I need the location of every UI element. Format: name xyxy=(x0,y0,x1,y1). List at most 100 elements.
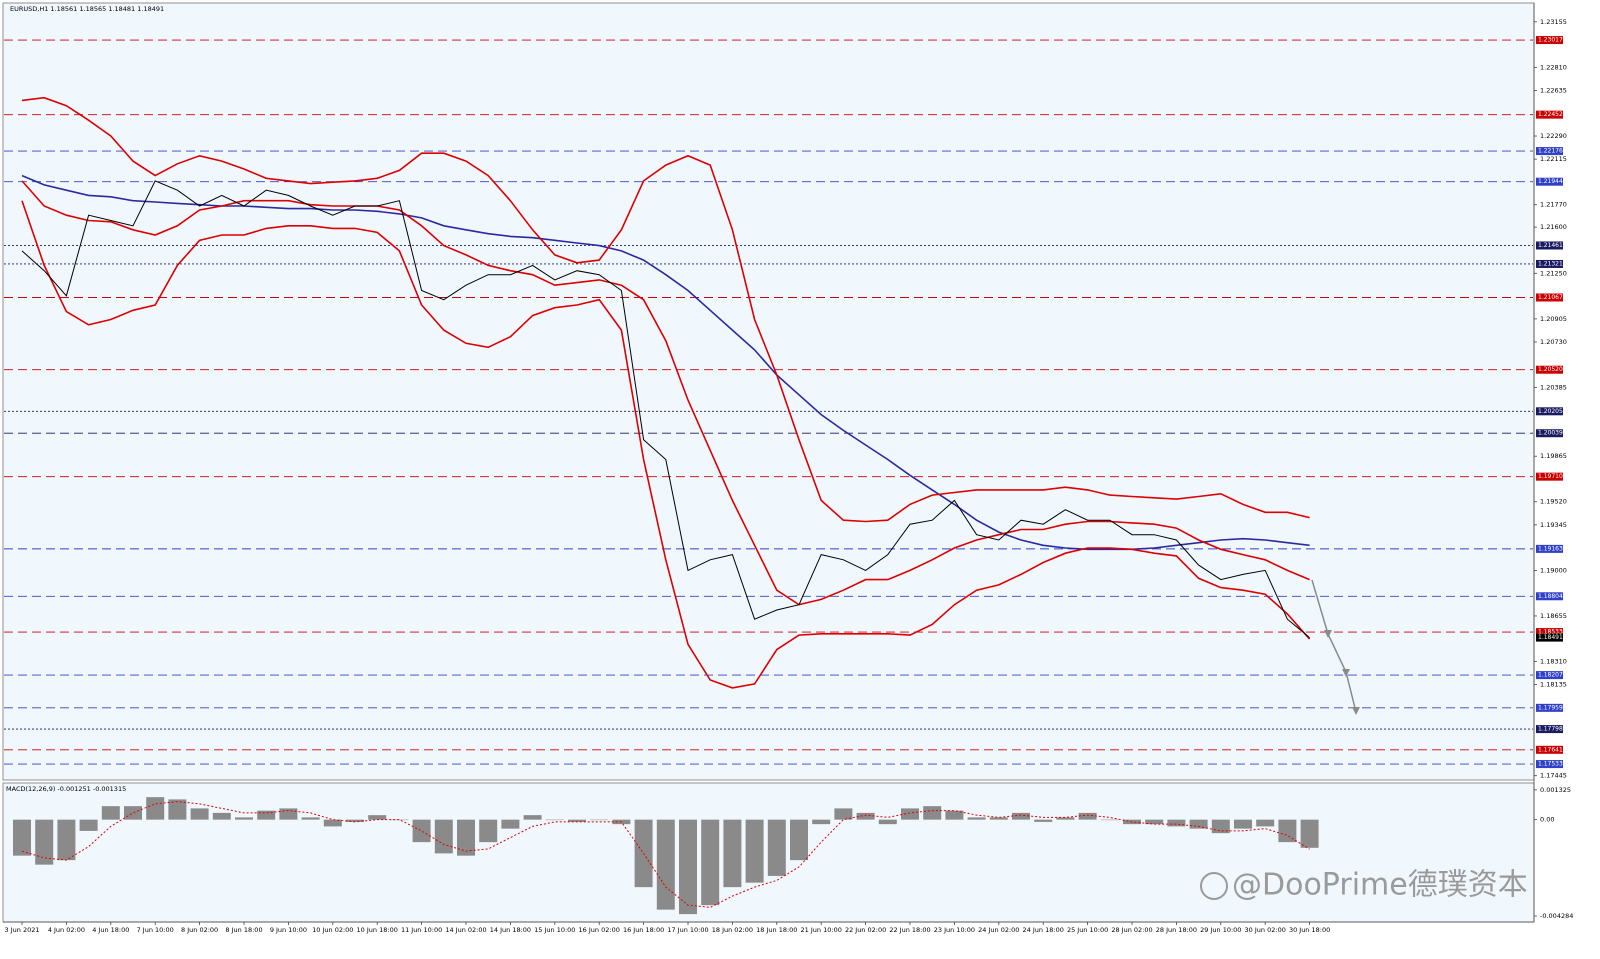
y-tick-label: 1.19865 xyxy=(1540,452,1567,460)
watermark: @DooPrime德璞资本 xyxy=(1232,868,1528,903)
x-tick-label: 22 Jun 18:00 xyxy=(889,926,930,934)
y-tick-label: 1.19000 xyxy=(1540,566,1567,574)
macd-bar xyxy=(1034,819,1053,822)
macd-bar xyxy=(1278,819,1297,843)
y-tick-label: 1.17445 xyxy=(1540,772,1567,780)
macd-bar xyxy=(279,808,298,820)
macd-bar xyxy=(878,819,897,825)
level-label: 1.19163 xyxy=(1538,545,1563,552)
macd-bar xyxy=(1145,819,1164,825)
level-label-box xyxy=(1536,472,1563,481)
x-tick-label: 21 Jun 10:00 xyxy=(801,926,842,934)
series-line xyxy=(21,200,1311,689)
macd-bar xyxy=(346,819,364,822)
x-tick-label: 4 Jun 18:00 xyxy=(92,926,129,934)
macd-bar xyxy=(257,810,276,820)
macd-bar xyxy=(57,819,76,861)
level-label-box xyxy=(1536,745,1563,754)
x-tick-label: 10 Jun 18:00 xyxy=(357,926,398,934)
y-tick-label: 1.18655 xyxy=(1540,612,1567,620)
level-label: 1.18207 xyxy=(1538,672,1563,679)
current-price-box xyxy=(1536,633,1563,642)
macd-bar xyxy=(235,817,253,820)
level-label: 1.20205 xyxy=(1538,408,1563,415)
y-tick-label: 1.20905 xyxy=(1540,315,1567,323)
macd-bar xyxy=(79,819,98,831)
macd-bar xyxy=(501,819,520,829)
level-label: 1.21321 xyxy=(1538,260,1563,267)
level-label-box xyxy=(1536,725,1563,734)
macd-bar xyxy=(679,819,697,915)
x-tick-label: 9 Jun 10:00 xyxy=(270,926,307,934)
level-label-box xyxy=(1536,407,1563,416)
projection-arrow xyxy=(1311,579,1357,713)
y-tick-label: 1.23155 xyxy=(1540,18,1567,26)
y-tick-label: 1.21250 xyxy=(1540,269,1567,277)
x-tick-label: 29 Jun 10:00 xyxy=(1200,926,1241,934)
x-tick-label: 15 Jun 10:00 xyxy=(534,926,575,934)
level-label: 1.23017 xyxy=(1538,37,1563,44)
level-label: 1.17533 xyxy=(1538,761,1563,768)
x-tick-label: 3 Jun 2021 xyxy=(5,926,40,934)
y-tick-label: 1.19345 xyxy=(1540,521,1567,529)
y-tick-label: 0.00 xyxy=(1540,816,1554,824)
level-label-box xyxy=(1536,429,1563,438)
macd-bar xyxy=(834,808,853,820)
macd-bar xyxy=(1300,819,1319,848)
x-tick-label: 16 Jun 02:00 xyxy=(579,926,620,934)
series-line xyxy=(21,96,1310,523)
y-tick-label: -0.004284 xyxy=(1540,912,1573,920)
macd-bar xyxy=(767,819,786,876)
level-label: 1.22452 xyxy=(1538,111,1563,118)
level-label-box xyxy=(1536,241,1563,250)
level-label-box xyxy=(1536,293,1563,302)
x-tick-label: 10 Jun 02:00 xyxy=(312,926,353,934)
x-tick-label: 18 Jun 18:00 xyxy=(756,926,797,934)
macd-bar xyxy=(701,819,720,906)
level-label: 1.18533 xyxy=(1538,629,1563,636)
macd-bar xyxy=(190,808,209,820)
x-tick-label: 28 Jun 02:00 xyxy=(1111,926,1152,934)
watermark-logo xyxy=(1200,872,1228,900)
series-line xyxy=(21,174,1310,551)
y-tick-label: 1.18135 xyxy=(1540,681,1567,689)
macd-bar xyxy=(390,819,409,821)
y-tick-label: 1.22290 xyxy=(1540,132,1567,140)
macd-bar xyxy=(368,815,387,820)
macd-bar xyxy=(568,819,586,822)
level-label-box xyxy=(1536,147,1563,156)
level-label-box xyxy=(1536,110,1563,119)
macd-bar xyxy=(1211,819,1230,834)
macd-bar xyxy=(168,799,187,820)
macd-bar xyxy=(923,806,942,820)
x-tick-label: 24 Jun 02:00 xyxy=(978,926,1019,934)
x-tick-label: 8 Jun 02:00 xyxy=(181,926,218,934)
level-label-box xyxy=(1536,703,1563,712)
macd-bar xyxy=(101,806,120,820)
macd-bar xyxy=(1167,819,1186,827)
y-tick-label: 1.22635 xyxy=(1540,86,1567,94)
x-tick-label: 14 Jun 18:00 xyxy=(490,926,531,934)
x-tick-label: 30 Jun 02:00 xyxy=(1245,926,1286,934)
y-tick-label: 1.18310 xyxy=(1540,657,1567,665)
macd-bar xyxy=(945,810,964,820)
y-tick-label: 1.22115 xyxy=(1540,155,1567,163)
macd-bar xyxy=(1234,819,1252,829)
level-label-box xyxy=(1536,671,1563,680)
macd-bar xyxy=(412,819,431,843)
level-label-box xyxy=(1536,628,1563,637)
x-tick-label: 18 Jun 02:00 xyxy=(712,926,753,934)
level-label-box xyxy=(1536,592,1563,601)
arrow-head xyxy=(1342,669,1350,677)
level-label: 1.22176 xyxy=(1538,148,1563,155)
macd-bar xyxy=(212,812,231,820)
level-label-box xyxy=(1536,259,1563,268)
x-tick-label: 23 Jun 10:00 xyxy=(934,926,975,934)
macd-bar xyxy=(967,817,986,820)
macd-bar xyxy=(1256,819,1275,827)
y-tick-label: 1.20385 xyxy=(1540,384,1567,392)
macd-bar xyxy=(523,815,542,820)
x-tick-label: 22 Jun 02:00 xyxy=(845,926,886,934)
x-tick-label: 8 Jun 18:00 xyxy=(225,926,262,934)
